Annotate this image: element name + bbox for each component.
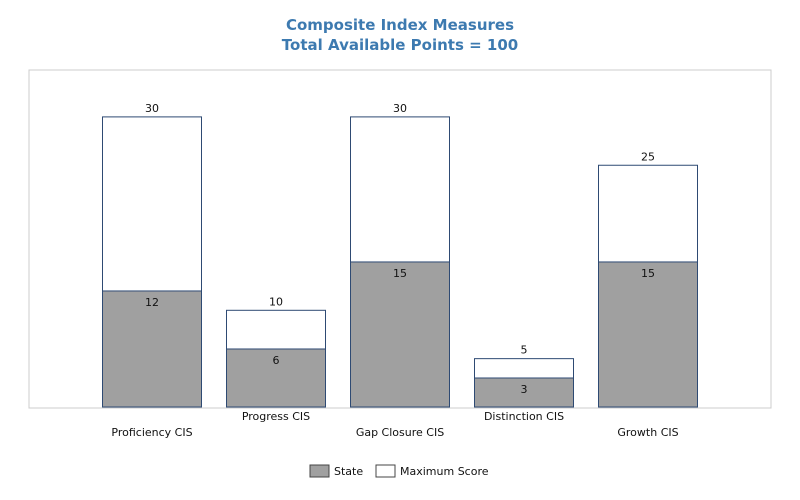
category-label-progress-cis: Progress CIS: [242, 410, 310, 423]
category-label-growth-cis: Growth CIS: [617, 426, 678, 439]
data-label-state-gap-closure-cis: 15: [393, 267, 407, 280]
data-label-maximum-score-distinction-cis: 5: [521, 344, 528, 357]
chart-title: Composite Index Measures: [286, 16, 514, 34]
chart-subtitle: Total Available Points = 100: [282, 36, 518, 54]
data-label-state-distinction-cis: 3: [521, 383, 528, 396]
category-label-distinction-cis: Distinction CIS: [484, 410, 564, 423]
legend: State Maximum Score: [309, 464, 489, 478]
bar-state-distinction-cis: [474, 377, 574, 408]
bar-state-proficiency-cis: [102, 290, 202, 408]
legend-label-maximum-score: Maximum Score: [400, 465, 489, 478]
legend-swatch-maximum-score: [375, 464, 396, 478]
bars-group: [102, 116, 698, 408]
bar-state-progress-cis: [226, 348, 326, 408]
labels-group: 30 12 Proficiency CIS 10 6 Progress CIS 30 15 Ga…: [111, 102, 678, 439]
legend-swatch-state: [309, 464, 330, 478]
data-label-maximum-score-progress-cis: 10: [269, 295, 283, 308]
data-label-maximum-score-growth-cis: 25: [641, 150, 655, 163]
data-label-state-proficiency-cis: 12: [145, 296, 159, 309]
category-label-proficiency-cis: Proficiency CIS: [111, 426, 192, 439]
category-label-gap-closure-cis: Gap Closure CIS: [356, 426, 444, 439]
data-label-maximum-score-proficiency-cis: 30: [145, 102, 159, 115]
data-label-state-growth-cis: 15: [641, 267, 655, 280]
bar-state-gap-closure-cis: [350, 261, 450, 408]
legend-label-state: State: [334, 465, 363, 478]
data-label-state-progress-cis: 6: [273, 354, 280, 367]
bar-state-growth-cis: [598, 261, 698, 408]
data-label-maximum-score-gap-closure-cis: 30: [393, 102, 407, 115]
